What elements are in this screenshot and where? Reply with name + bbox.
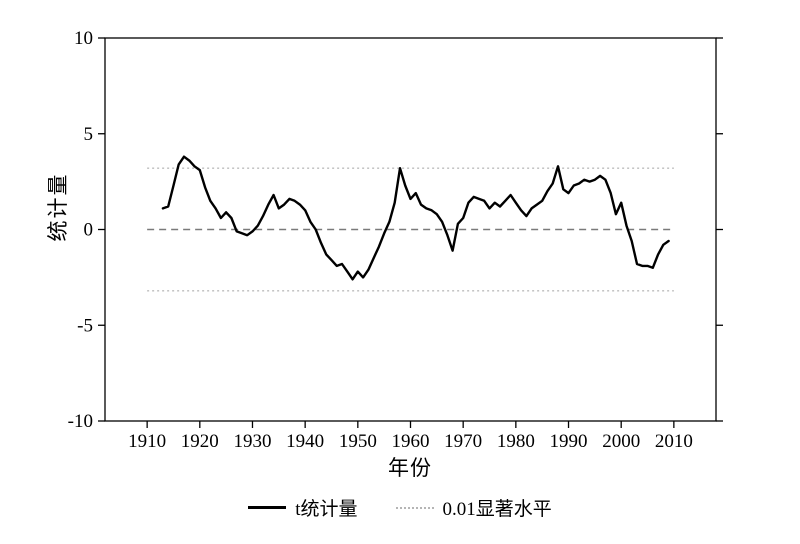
y-tick-label: 5 [84, 124, 94, 145]
x-tick-label: 1940 [286, 431, 324, 452]
x-tick-label: 2010 [655, 431, 693, 452]
y-tick-label: 0 [84, 220, 94, 241]
y-tick-label: -10 [68, 411, 93, 432]
x-tick-label: 2000 [602, 431, 640, 452]
dotted-line-swatch [395, 506, 434, 509]
x-tick-label: 1930 [233, 431, 271, 452]
solid-line-swatch [248, 506, 287, 509]
legend: t统计量 0.01显著水平 [0, 494, 800, 521]
x-tick-label: 1980 [497, 431, 535, 452]
t-statistic-series-line [161, 155, 670, 281]
x-tick-label: 1990 [550, 431, 588, 452]
legend-label-significance: 0.01显著水平 [442, 499, 552, 520]
y-tick-label: 10 [74, 28, 93, 49]
x-tick-label: 1970 [444, 431, 482, 452]
x-tick-label: 1960 [392, 431, 430, 452]
y-tick-label: -5 [77, 315, 93, 336]
x-tick-label: 1920 [181, 431, 219, 452]
legend-item-significance: 0.01显著水平 [395, 494, 552, 521]
legend-label-tstat: t统计量 [295, 499, 358, 520]
x-tick-label: 1950 [339, 431, 377, 452]
x-axis-label: 年份 [388, 456, 432, 480]
y-axis-label: 统计量 [46, 172, 70, 242]
x-tick-label: 1910 [128, 431, 166, 452]
legend-item-tstat: t统计量 [248, 494, 358, 521]
